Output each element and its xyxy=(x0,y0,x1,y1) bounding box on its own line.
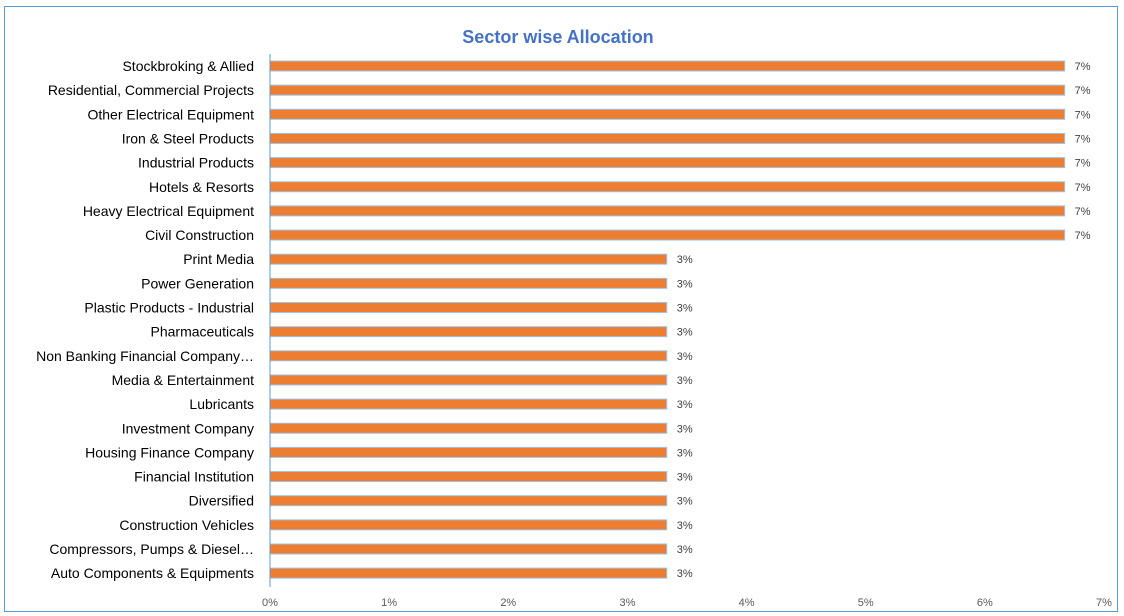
x-tick-label: 5% xyxy=(858,597,874,609)
bar xyxy=(269,132,1066,144)
bar xyxy=(269,543,668,555)
data-label: 7% xyxy=(1075,109,1091,121)
bar xyxy=(269,422,668,434)
data-label: 7% xyxy=(1075,230,1091,242)
category-label: Heavy Electrical Equipment xyxy=(83,203,254,219)
data-label: 3% xyxy=(677,399,693,411)
x-tick-label: 2% xyxy=(500,597,516,609)
category-label: Other Electrical Equipment xyxy=(87,106,254,122)
category-label: Civil Construction xyxy=(145,227,254,243)
category-label: Hotels & Resorts xyxy=(149,179,254,195)
x-tick-label: 0% xyxy=(262,597,278,609)
chart-title: Sector wise Allocation xyxy=(462,27,654,47)
category-label: Iron & Steel Products xyxy=(122,130,254,146)
data-label: 3% xyxy=(677,520,693,532)
bar xyxy=(269,350,668,362)
x-tick-label: 4% xyxy=(739,597,755,609)
bar xyxy=(269,60,1066,72)
category-label: Print Media xyxy=(183,251,254,267)
category-label: Housing Finance Company xyxy=(85,444,254,460)
bar xyxy=(269,157,1066,169)
category-label: Non Banking Financial Company… xyxy=(36,348,254,364)
data-label: 3% xyxy=(677,351,693,363)
bar xyxy=(269,253,668,265)
bar xyxy=(269,181,1066,193)
category-label: Construction Vehicles xyxy=(119,517,254,533)
bar xyxy=(269,205,1066,217)
data-label: 7% xyxy=(1075,206,1091,218)
bar xyxy=(269,326,668,338)
bar xyxy=(269,519,668,531)
bar xyxy=(269,374,668,386)
category-label: Financial Institution xyxy=(134,469,254,485)
data-label: 7% xyxy=(1075,158,1091,170)
data-label: 7% xyxy=(1075,133,1091,145)
data-label: 7% xyxy=(1075,85,1091,97)
data-label: 3% xyxy=(677,375,693,387)
bar xyxy=(269,84,1066,96)
category-label: Investment Company xyxy=(122,420,254,436)
data-label: 3% xyxy=(677,544,693,556)
data-label: 3% xyxy=(677,303,693,315)
data-label: 3% xyxy=(677,472,693,484)
bar-chart: Stockbroking & Allied 7% Residential, Comm… xyxy=(36,54,1112,609)
data-label: 3% xyxy=(677,327,693,339)
category-label: Power Generation xyxy=(141,275,254,291)
bar xyxy=(269,495,668,507)
bar xyxy=(269,471,668,483)
data-label: 3% xyxy=(677,254,693,266)
x-tick-label: 1% xyxy=(381,597,397,609)
bar xyxy=(269,229,1066,241)
bar xyxy=(269,108,1066,120)
data-label: 3% xyxy=(677,423,693,435)
category-label: Compressors, Pumps & Diesel… xyxy=(49,541,254,557)
data-label: 7% xyxy=(1075,61,1091,73)
category-label: Media & Entertainment xyxy=(112,372,255,388)
category-label: Lubricants xyxy=(189,396,254,412)
category-label: Pharmaceuticals xyxy=(151,324,255,340)
category-label: Residential, Commercial Projects xyxy=(48,82,254,98)
bar xyxy=(269,302,668,313)
x-tick-label: 7% xyxy=(1096,597,1112,609)
category-label: Stockbroking & Allied xyxy=(122,58,254,74)
bar xyxy=(269,398,668,410)
category-label: Diversified xyxy=(189,493,254,509)
bar xyxy=(269,277,668,289)
bar xyxy=(269,446,668,458)
data-label: 3% xyxy=(677,278,693,290)
chart-frame: Sector wise Allocation Stockbroking & Al… xyxy=(4,6,1118,612)
x-tick-label: 3% xyxy=(619,597,635,609)
category-label: Plastic Products - Industrial xyxy=(84,300,254,316)
bar xyxy=(269,567,668,579)
category-label: Auto Components & Equipments xyxy=(51,565,254,581)
data-label: 3% xyxy=(677,447,693,459)
category-label: Industrial Products xyxy=(138,155,254,171)
data-label: 3% xyxy=(677,568,693,580)
x-tick-label: 6% xyxy=(977,597,993,609)
data-label: 3% xyxy=(677,496,693,508)
data-label: 7% xyxy=(1075,182,1091,194)
